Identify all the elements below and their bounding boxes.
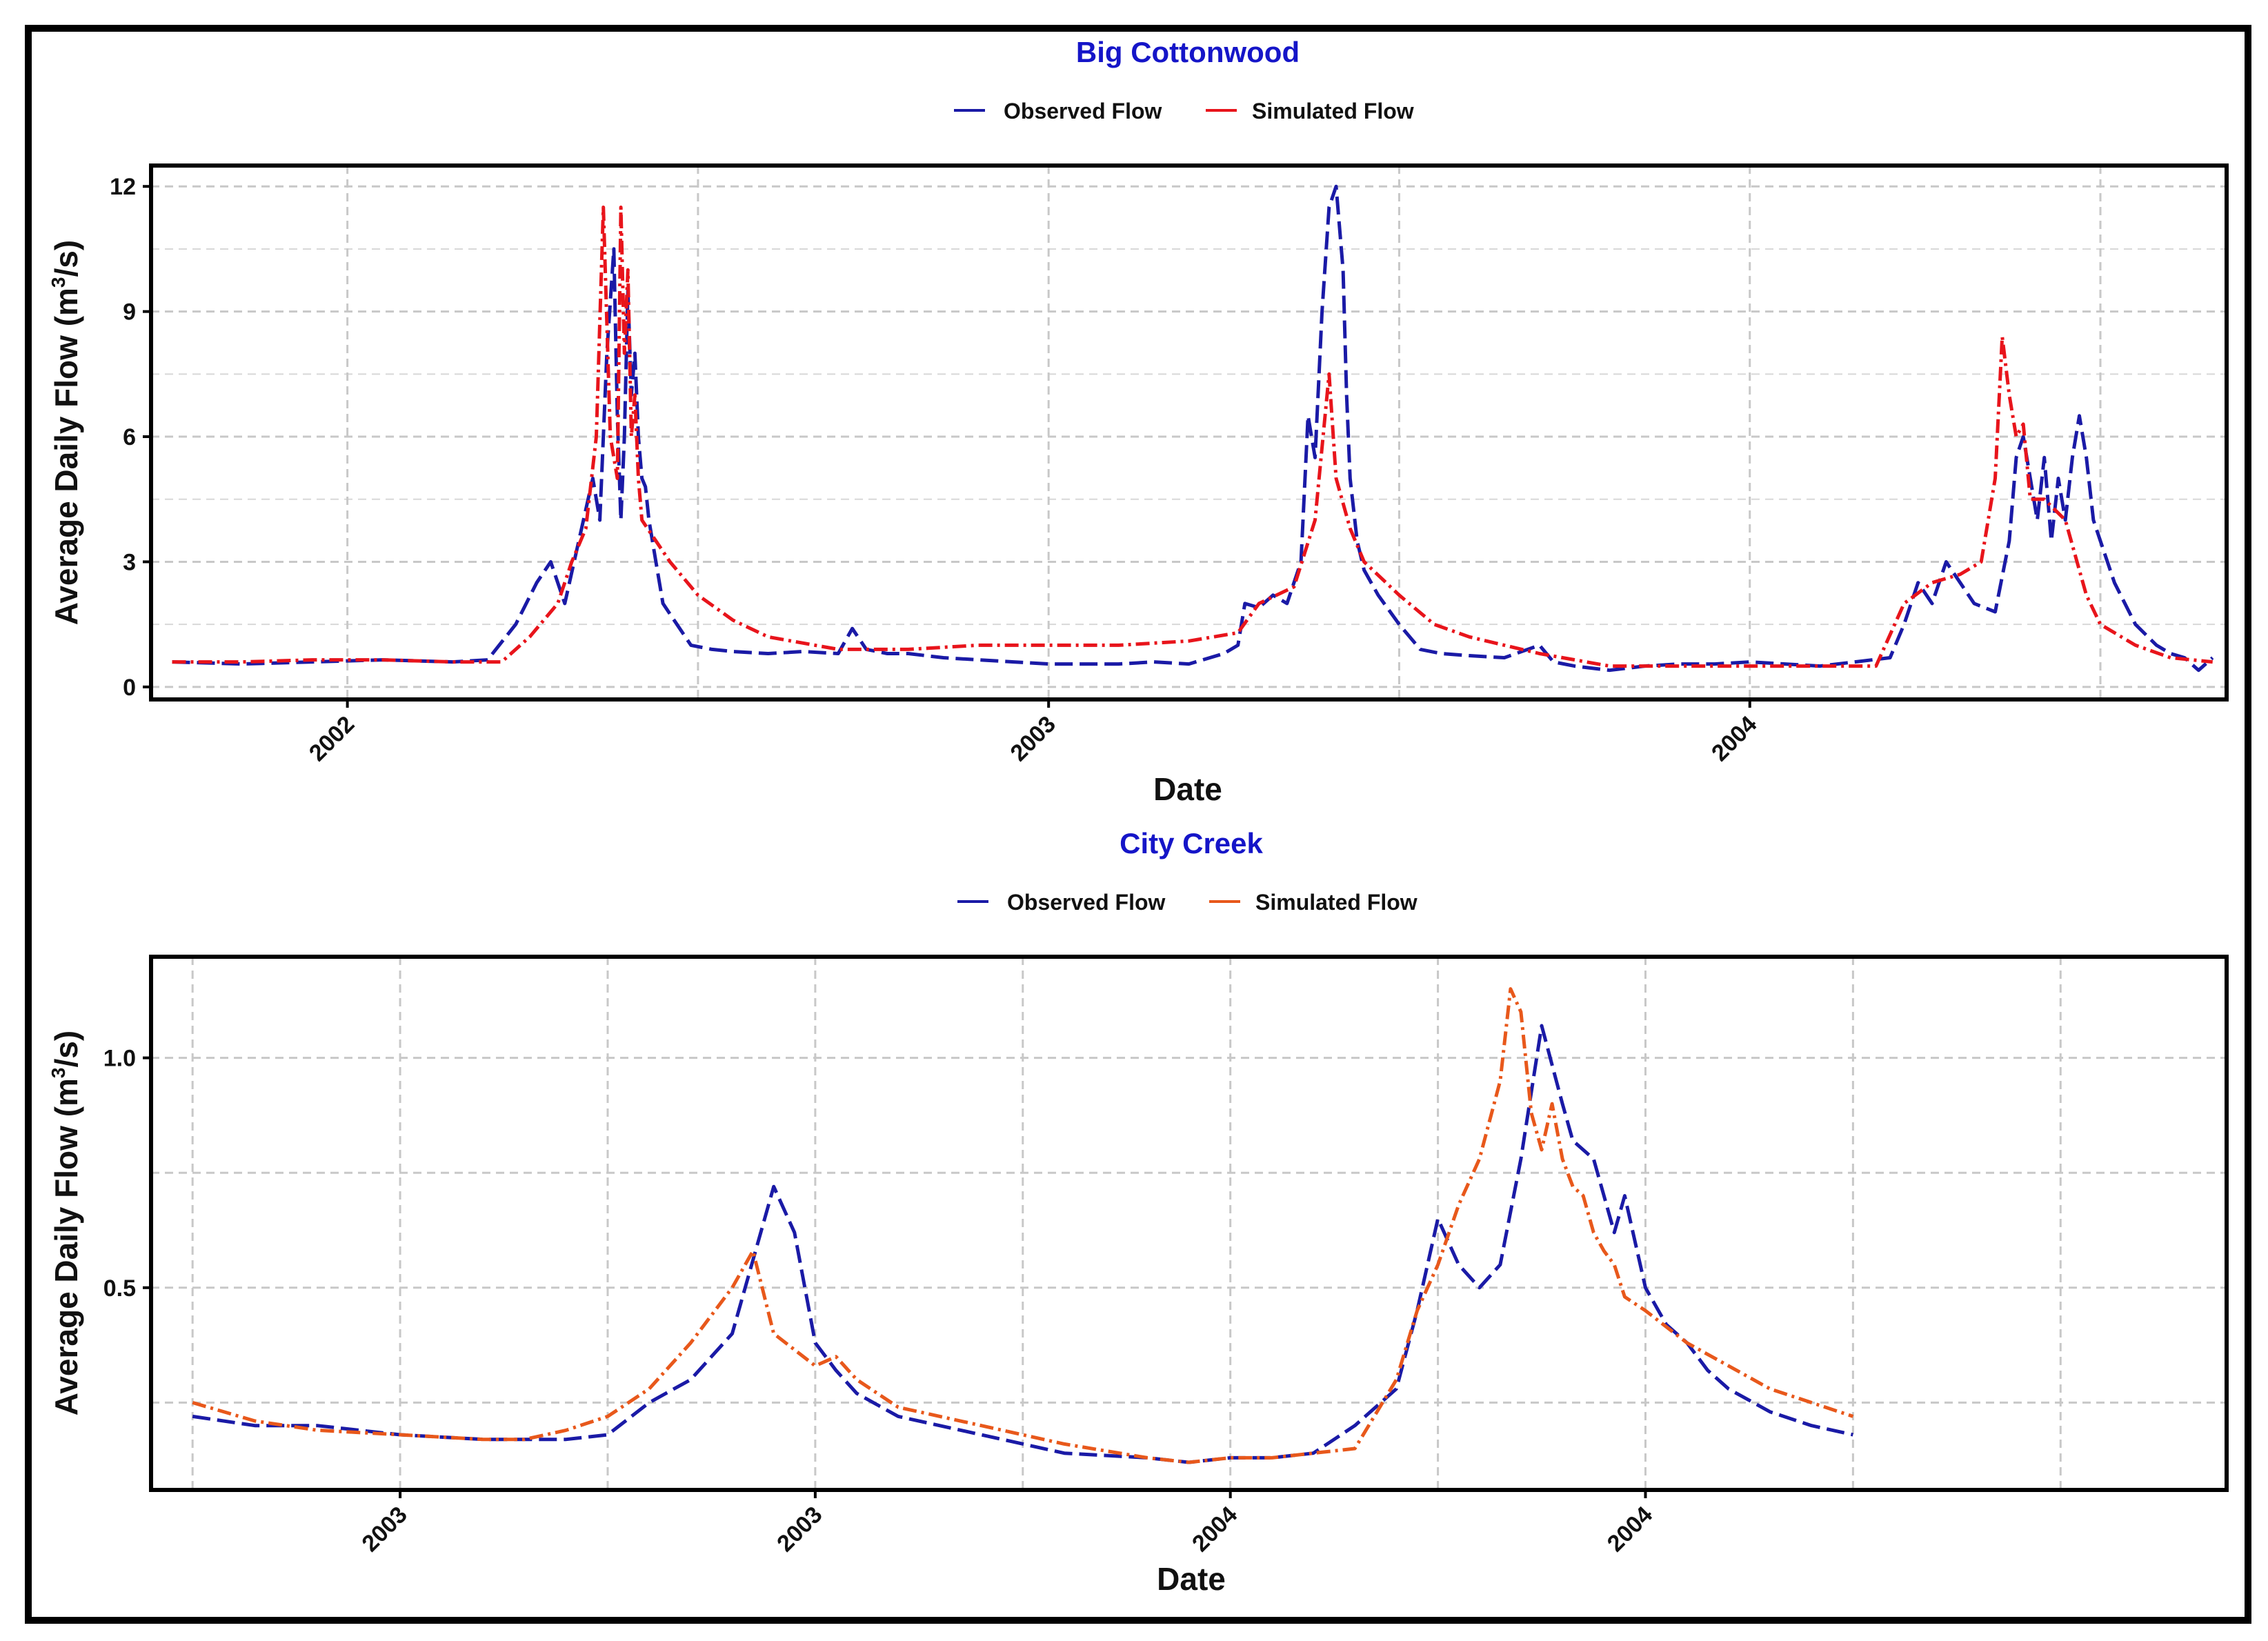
plot-border xyxy=(149,955,2229,1492)
legend-label-simulated: Simulated Flow xyxy=(1255,890,1418,915)
legend: Observed Flow Simulated Flow xyxy=(954,99,1414,123)
figure-frame xyxy=(25,25,2251,1624)
chart-city-creek: City Creek Observed Flow Simulated Flow … xyxy=(48,827,2229,1597)
series-line-observed-flow xyxy=(192,1024,1853,1464)
y-tick-label: 3 xyxy=(123,549,136,575)
plot-border xyxy=(149,163,2229,702)
series-layer xyxy=(172,184,2214,673)
x-tick-label: 2004 xyxy=(1187,1502,1242,1557)
x-axis-ticks: 2003 2003 2004 2004 xyxy=(357,1490,1658,1557)
y-axis-label: Average Daily Flow (m3/s) xyxy=(48,240,84,625)
x-axis-ticks: 2002 2003 2004 xyxy=(304,699,1762,766)
y-tick-label: 1.0 xyxy=(103,1046,136,1072)
x-axis-label: Date xyxy=(1157,1561,1226,1597)
legend: Observed Flow Simulated Flow xyxy=(957,890,1418,915)
series-line-observed-flow xyxy=(172,184,2214,673)
x-tick-label: 2003 xyxy=(357,1502,412,1557)
x-tick-label: 2003 xyxy=(1005,711,1060,766)
x-axis-label: Date xyxy=(1153,771,1222,807)
grid xyxy=(151,957,2227,1490)
legend-label-observed: Observed Flow xyxy=(1007,890,1166,915)
y-tick-label: 9 xyxy=(123,299,136,326)
legend-label-simulated: Simulated Flow xyxy=(1252,99,1414,123)
y-axis-ticks: 0.5 1.0 xyxy=(103,1046,151,1302)
y-tick-label: 0 xyxy=(123,675,136,701)
x-tick-label: 2003 xyxy=(772,1502,827,1557)
chart-title: Big Cottonwood xyxy=(1076,36,1300,68)
x-tick-label: 2004 xyxy=(1707,711,1762,766)
series-line-simulated-flow xyxy=(192,987,1854,1464)
y-tick-label: 0.5 xyxy=(103,1275,136,1302)
y-tick-label: 12 xyxy=(110,174,136,200)
chart-title: City Creek xyxy=(1120,827,1263,859)
series-layer xyxy=(192,987,1854,1464)
x-tick-label: 2002 xyxy=(304,711,359,766)
legend-label-observed: Observed Flow xyxy=(1004,99,1162,123)
y-tick-label: 6 xyxy=(123,424,136,450)
series-line-simulated-flow xyxy=(172,206,2213,668)
grid xyxy=(151,166,2227,699)
x-tick-label: 2004 xyxy=(1602,1502,1658,1557)
y-axis-ticks: 0 3 6 9 12 xyxy=(110,174,151,701)
chart-big-cottonwood: Big Cottonwood Observed Flow Simulated F… xyxy=(48,36,2229,807)
y-axis-label: Average Daily Flow (m3/s) xyxy=(48,1031,84,1415)
